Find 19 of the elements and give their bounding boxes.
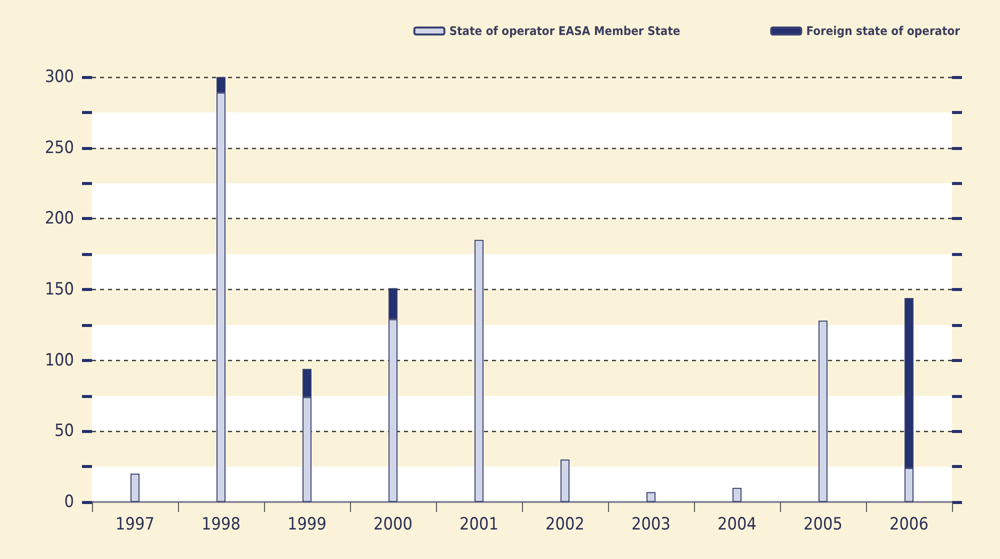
y-tick-label: 300 [44,67,74,87]
x-tick-label: 2004 [718,514,756,534]
x-tick-label: 1998 [202,514,240,534]
y-tick-label: 250 [44,138,74,158]
y-tick-label: 150 [44,280,74,300]
x-tick-label: 2000 [374,514,412,534]
x-tick-label: 1997 [116,514,154,534]
x-tick-label: 1999 [288,514,326,534]
y-tick-label: 0 [64,492,74,512]
y-tick-label: 50 [54,421,74,442]
x-tick-label: 2003 [632,514,670,534]
legend-label: State of operator EASA Member State [449,24,680,38]
legend-label: Foreign state of operator [806,24,961,38]
x-tick-label: 2006 [890,514,928,534]
x-tick-label: 2002 [546,514,584,534]
y-tick-label: 200 [44,208,74,229]
y-tick-label: 100 [44,350,74,370]
x-tick-label: 2001 [460,514,498,534]
x-tick-label: 2005 [804,514,842,534]
